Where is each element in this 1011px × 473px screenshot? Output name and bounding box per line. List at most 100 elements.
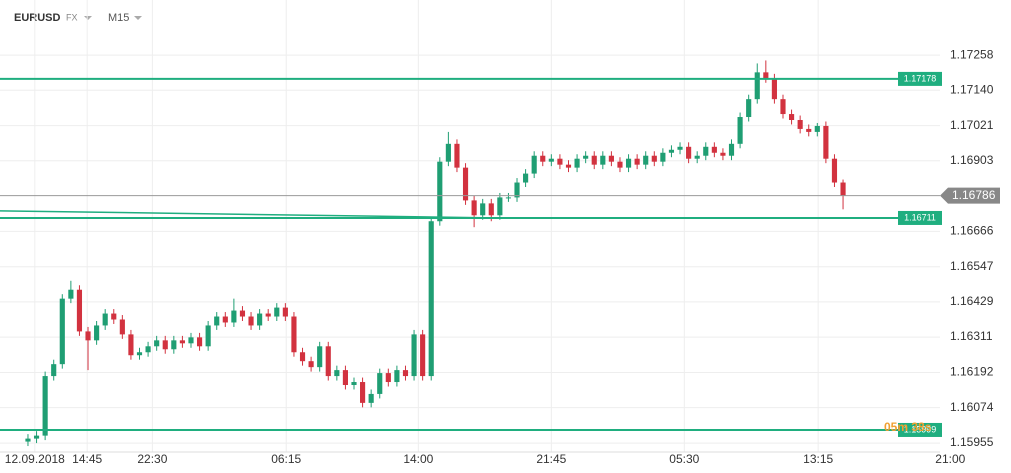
candle-body — [548, 158, 554, 162]
candle-body — [154, 340, 160, 347]
candle-body — [591, 155, 597, 165]
candle-body — [797, 119, 803, 129]
candle-body — [505, 197, 512, 199]
candle-body — [33, 435, 40, 439]
dropdown-arrow[interactable] — [134, 16, 142, 20]
candle-body — [771, 78, 777, 100]
timeframe[interactable]: M15 — [108, 12, 129, 24]
candle-body — [368, 393, 374, 403]
dropdown-arrow[interactable] — [84, 16, 92, 20]
candle-body — [76, 289, 83, 332]
candle-body — [428, 221, 434, 377]
candle-body — [497, 197, 503, 216]
y-tick-label: 1.17140 — [950, 82, 994, 96]
candle-body — [806, 128, 812, 132]
x-tick-label: 12.09.2018 — [5, 452, 65, 466]
candle-body — [334, 370, 340, 377]
candle-body — [214, 316, 220, 326]
y-tick-label: 1.16311 — [950, 329, 993, 343]
candle-body — [308, 361, 314, 368]
x-tick-label: 13:15 — [803, 452, 833, 466]
candle-body — [171, 340, 177, 350]
candle-body — [205, 325, 211, 347]
candle-body — [514, 182, 520, 198]
candle-body — [711, 146, 717, 153]
candle-body — [360, 382, 366, 403]
candle-body — [531, 155, 537, 174]
candle-body — [677, 146, 683, 150]
candle-body — [840, 182, 846, 196]
x-tick-label: 22:30 — [137, 452, 167, 466]
candle-body — [668, 149, 675, 153]
market[interactable]: FX — [66, 12, 78, 22]
x-tick-label: 14:00 — [403, 452, 433, 466]
candle-body — [540, 155, 546, 162]
candle-body — [660, 152, 666, 162]
candle-body — [111, 313, 117, 320]
candle-body — [239, 310, 246, 317]
candle-body — [257, 313, 263, 326]
candle-body — [136, 352, 143, 356]
candle-body — [42, 376, 48, 436]
candle-body — [317, 346, 323, 368]
candle-body — [780, 99, 786, 115]
candle-body — [746, 99, 752, 118]
candle-body — [720, 152, 726, 156]
candle-body — [351, 382, 357, 386]
candle-body — [565, 164, 572, 168]
candle-body — [737, 117, 743, 144]
y-tick-label: 1.17021 — [950, 118, 994, 132]
candle-body — [162, 340, 168, 350]
candle-body — [488, 203, 494, 216]
level-label: 1.16711 — [904, 212, 936, 222]
level-label: 1.15999 — [904, 424, 937, 434]
candle-body — [643, 155, 649, 165]
y-tick-label: 1.16666 — [950, 224, 994, 238]
candle-body — [574, 158, 580, 168]
candle-body — [454, 143, 460, 168]
x-tick-label: 05:30 — [669, 452, 699, 466]
level-tag — [898, 422, 942, 437]
candle-body — [248, 316, 254, 326]
candle-body — [411, 334, 417, 377]
countdown: 05m 38s — [884, 420, 932, 434]
candle-body — [763, 72, 769, 79]
x-tick-label: 14:45 — [72, 452, 102, 466]
candle-body — [523, 173, 529, 183]
y-tick-label: 1.16074 — [950, 400, 994, 414]
candle-body — [634, 158, 640, 165]
candle-body — [68, 289, 74, 299]
candle-body — [480, 203, 486, 216]
candle-body — [788, 114, 795, 120]
candle-body — [265, 313, 271, 317]
candle-body — [823, 125, 829, 159]
candle-body — [222, 316, 228, 323]
candle-body — [325, 346, 331, 377]
candle-body — [617, 161, 623, 168]
candle-body — [51, 364, 57, 377]
y-tick-label: 1.16429 — [950, 294, 994, 308]
candle-body — [437, 161, 443, 222]
candle-body — [128, 334, 134, 356]
candle-body — [94, 325, 100, 341]
candle-body — [754, 72, 760, 100]
candle-body — [728, 143, 735, 156]
candle-body — [608, 155, 614, 162]
candle-body — [196, 337, 203, 347]
x-tick-label: 06:15 — [271, 452, 301, 466]
candle-body — [102, 313, 108, 326]
candle-body — [342, 370, 348, 386]
candle-body — [85, 331, 91, 341]
candle-body — [25, 438, 31, 442]
candle-body — [385, 373, 391, 383]
symbol[interactable]: EURUSD — [14, 12, 61, 24]
candle-body — [583, 155, 589, 159]
candle-body — [445, 143, 451, 162]
candle-body — [462, 167, 469, 201]
candle-body — [377, 373, 383, 394]
candle-body — [557, 158, 563, 165]
candle-body — [291, 316, 297, 353]
candle-body — [814, 125, 820, 132]
level-tag — [898, 71, 942, 86]
